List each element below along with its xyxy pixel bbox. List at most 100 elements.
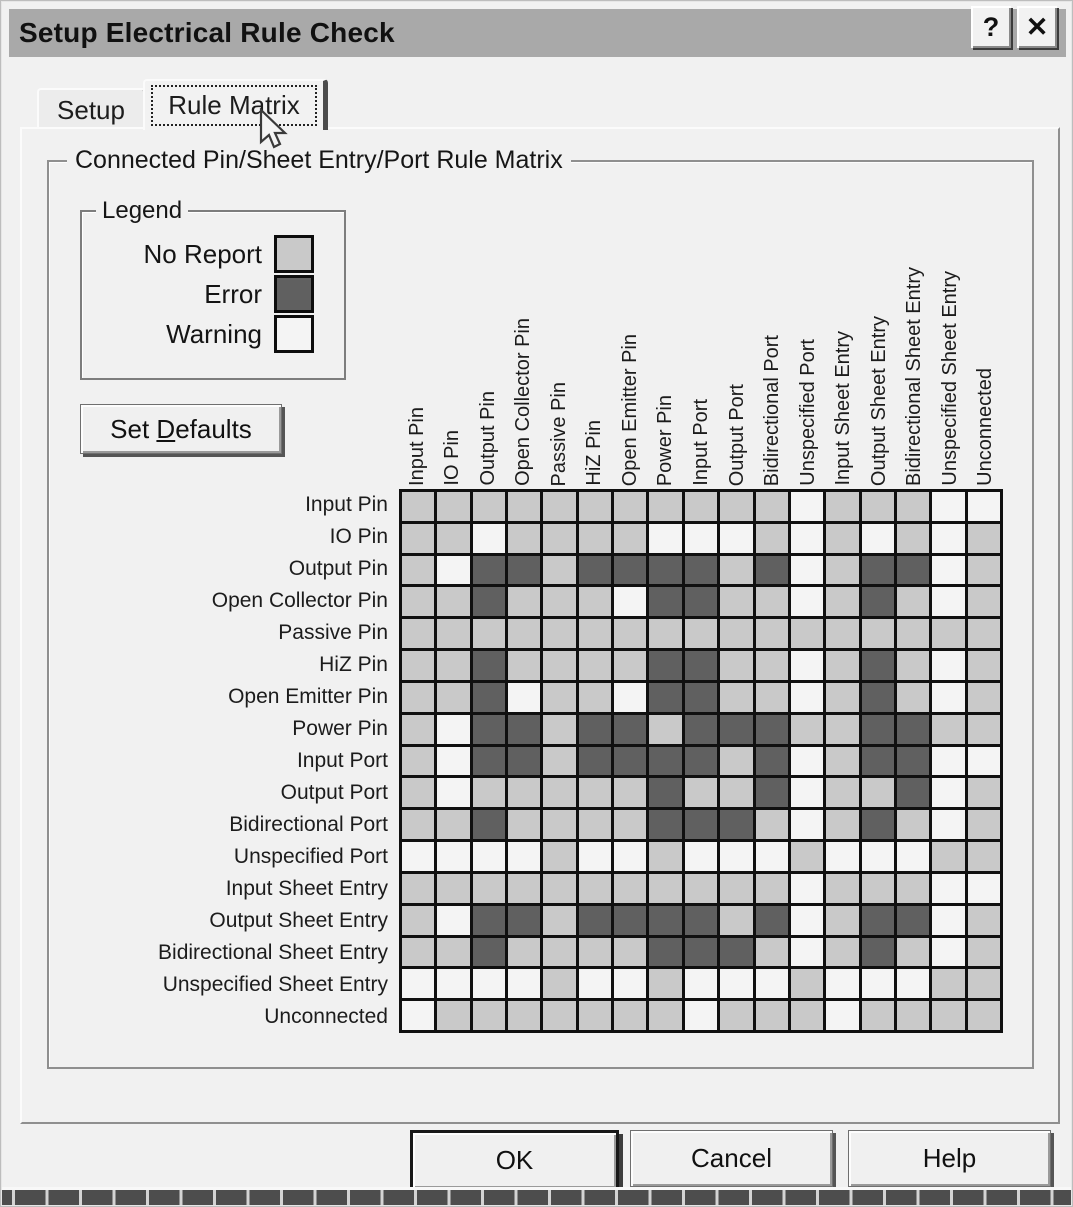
matrix-cell-r9c3[interactable] <box>508 778 541 808</box>
matrix-cell-r12c1[interactable] <box>437 873 470 903</box>
matrix-cell-r11c16[interactable] <box>967 842 1000 871</box>
matrix-cell-r7c12[interactable] <box>826 714 859 744</box>
matrix-cell-r1c5[interactable] <box>578 523 612 553</box>
matrix-cell-r8c8[interactable] <box>684 746 718 776</box>
matrix-cell-r0c12[interactable] <box>826 492 859 521</box>
matrix-cell-r12c11[interactable] <box>790 873 824 903</box>
matrix-cell-r1c0[interactable] <box>402 523 435 553</box>
matrix-cell-r3c0[interactable] <box>402 587 435 617</box>
matrix-cell-r14c16[interactable] <box>967 937 1000 967</box>
matrix-cell-r11c3[interactable] <box>508 842 541 871</box>
matrix-cell-r13c6[interactable] <box>614 905 647 935</box>
matrix-cell-r8c5[interactable] <box>578 746 612 776</box>
matrix-cell-r5c7[interactable] <box>649 651 682 680</box>
tab-rule-matrix[interactable]: Rule Matrix <box>143 79 328 130</box>
matrix-cell-r5c10[interactable] <box>755 651 788 680</box>
matrix-cell-r16c1[interactable] <box>437 1001 470 1030</box>
title-bar[interactable]: Setup Electrical Rule Check <box>9 9 1066 57</box>
matrix-cell-r13c12[interactable] <box>826 905 859 935</box>
matrix-cell-r13c7[interactable] <box>649 905 682 935</box>
matrix-cell-r10c5[interactable] <box>578 810 612 840</box>
matrix-cell-r5c5[interactable] <box>578 651 612 680</box>
matrix-cell-r13c4[interactable] <box>543 905 576 935</box>
matrix-cell-r1c2[interactable] <box>472 523 506 553</box>
matrix-cell-r14c3[interactable] <box>508 937 541 967</box>
matrix-cell-r1c3[interactable] <box>508 523 541 553</box>
matrix-cell-r9c8[interactable] <box>684 778 718 808</box>
matrix-cell-r7c6[interactable] <box>614 714 647 744</box>
matrix-cell-r10c16[interactable] <box>967 810 1000 840</box>
matrix-cell-r9c1[interactable] <box>437 778 470 808</box>
matrix-cell-r2c8[interactable] <box>684 555 718 585</box>
matrix-cell-r3c5[interactable] <box>578 587 612 617</box>
matrix-cell-r10c15[interactable] <box>932 810 965 840</box>
matrix-cell-r7c1[interactable] <box>437 714 470 744</box>
matrix-cell-r9c0[interactable] <box>402 778 435 808</box>
matrix-cell-r4c16[interactable] <box>967 619 1000 649</box>
matrix-cell-r10c6[interactable] <box>614 810 647 840</box>
matrix-cell-r8c12[interactable] <box>826 746 859 776</box>
matrix-cell-r10c13[interactable] <box>861 810 894 840</box>
matrix-cell-r16c10[interactable] <box>755 1001 788 1030</box>
matrix-cell-r12c4[interactable] <box>543 873 576 903</box>
matrix-cell-r11c9[interactable] <box>720 842 753 871</box>
matrix-cell-r16c6[interactable] <box>614 1001 647 1030</box>
matrix-cell-r9c10[interactable] <box>755 778 788 808</box>
matrix-cell-r6c8[interactable] <box>684 682 718 712</box>
matrix-cell-r15c3[interactable] <box>508 969 541 999</box>
matrix-cell-r2c0[interactable] <box>402 555 435 585</box>
matrix-cell-r9c5[interactable] <box>578 778 612 808</box>
matrix-cell-r10c9[interactable] <box>720 810 753 840</box>
matrix-cell-r1c8[interactable] <box>684 523 718 553</box>
matrix-cell-r0c6[interactable] <box>614 492 647 521</box>
matrix-cell-r5c12[interactable] <box>826 651 859 680</box>
matrix-cell-r14c1[interactable] <box>437 937 470 967</box>
matrix-cell-r6c4[interactable] <box>543 682 576 712</box>
matrix-cell-r9c12[interactable] <box>826 778 859 808</box>
matrix-cell-r14c0[interactable] <box>402 937 435 967</box>
matrix-cell-r2c11[interactable] <box>790 555 824 585</box>
matrix-cell-r13c15[interactable] <box>932 905 965 935</box>
matrix-cell-r8c9[interactable] <box>720 746 753 776</box>
matrix-cell-r15c10[interactable] <box>755 969 788 999</box>
matrix-cell-r4c10[interactable] <box>755 619 788 649</box>
matrix-cell-r13c5[interactable] <box>578 905 612 935</box>
matrix-cell-r6c2[interactable] <box>472 682 506 712</box>
matrix-cell-r5c6[interactable] <box>614 651 647 680</box>
matrix-cell-r12c6[interactable] <box>614 873 647 903</box>
matrix-cell-r11c4[interactable] <box>543 842 576 871</box>
matrix-cell-r13c14[interactable] <box>896 905 930 935</box>
matrix-cell-r4c11[interactable] <box>790 619 824 649</box>
matrix-cell-r15c12[interactable] <box>826 969 859 999</box>
titlebar-help-button[interactable]: ? <box>971 6 1011 48</box>
matrix-cell-r6c15[interactable] <box>932 682 965 712</box>
matrix-cell-r1c1[interactable] <box>437 523 470 553</box>
matrix-cell-r9c9[interactable] <box>720 778 753 808</box>
matrix-cell-r8c1[interactable] <box>437 746 470 776</box>
matrix-cell-r12c16[interactable] <box>967 873 1000 903</box>
matrix-cell-r7c16[interactable] <box>967 714 1000 744</box>
matrix-cell-r7c15[interactable] <box>932 714 965 744</box>
matrix-cell-r9c7[interactable] <box>649 778 682 808</box>
matrix-cell-r5c1[interactable] <box>437 651 470 680</box>
matrix-cell-r14c15[interactable] <box>932 937 965 967</box>
matrix-cell-r5c4[interactable] <box>543 651 576 680</box>
matrix-cell-r1c12[interactable] <box>826 523 859 553</box>
matrix-cell-r10c14[interactable] <box>896 810 930 840</box>
matrix-cell-r0c14[interactable] <box>896 492 930 521</box>
matrix-cell-r3c11[interactable] <box>790 587 824 617</box>
matrix-cell-r8c3[interactable] <box>508 746 541 776</box>
matrix-cell-r4c9[interactable] <box>720 619 753 649</box>
matrix-cell-r14c14[interactable] <box>896 937 930 967</box>
matrix-cell-r12c3[interactable] <box>508 873 541 903</box>
matrix-cell-r11c1[interactable] <box>437 842 470 871</box>
matrix-cell-r4c0[interactable] <box>402 619 435 649</box>
matrix-cell-r4c4[interactable] <box>543 619 576 649</box>
matrix-cell-r2c10[interactable] <box>755 555 788 585</box>
matrix-cell-r11c10[interactable] <box>755 842 788 871</box>
matrix-cell-r0c9[interactable] <box>720 492 753 521</box>
matrix-cell-r8c15[interactable] <box>932 746 965 776</box>
matrix-cell-r10c2[interactable] <box>472 810 506 840</box>
matrix-cell-r1c6[interactable] <box>614 523 647 553</box>
matrix-cell-r5c0[interactable] <box>402 651 435 680</box>
